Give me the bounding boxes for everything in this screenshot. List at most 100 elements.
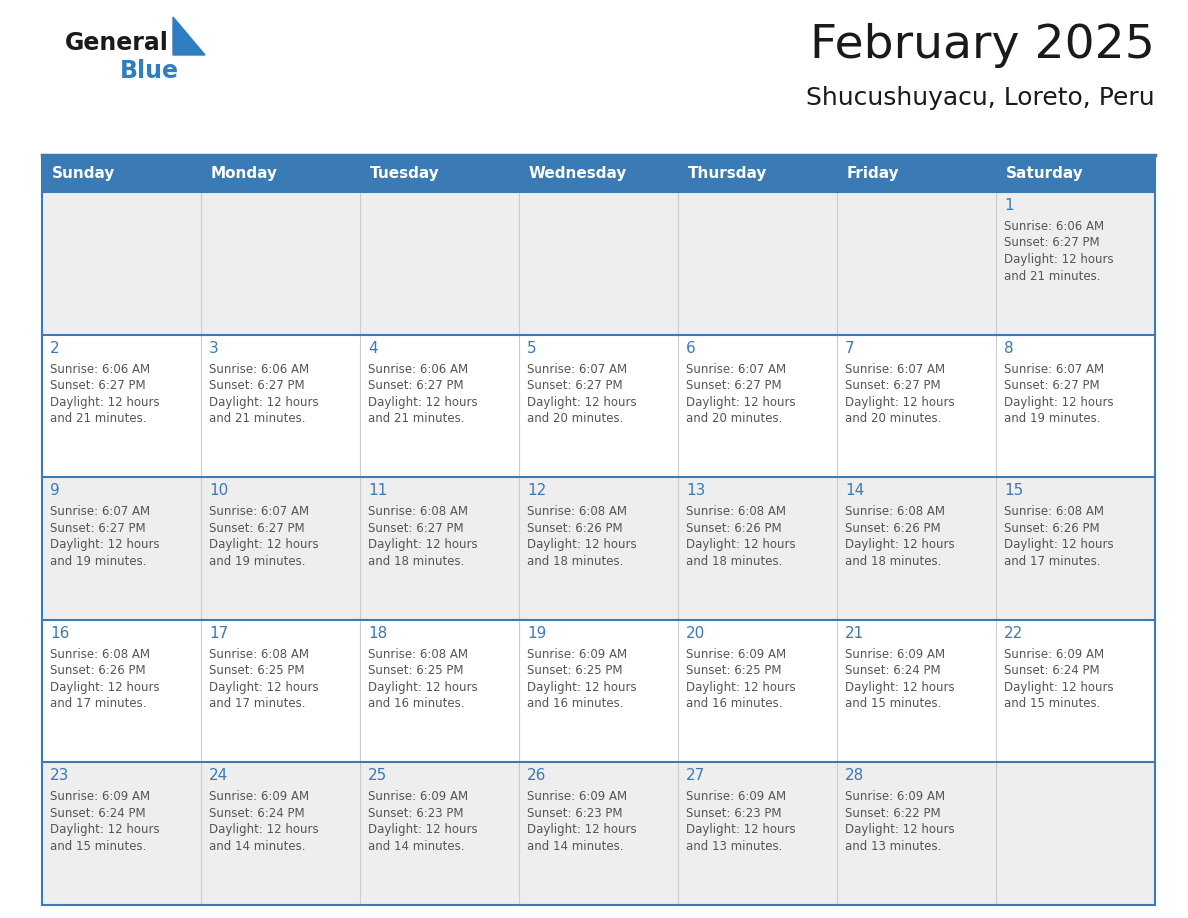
Text: and 21 minutes.: and 21 minutes. <box>50 412 146 425</box>
Text: and 17 minutes.: and 17 minutes. <box>1004 554 1100 567</box>
Text: and 19 minutes.: and 19 minutes. <box>209 554 305 567</box>
Text: Daylight: 12 hours: Daylight: 12 hours <box>685 396 796 409</box>
Text: 14: 14 <box>845 483 864 498</box>
Text: Sunset: 6:27 PM: Sunset: 6:27 PM <box>1004 237 1100 250</box>
Text: and 15 minutes.: and 15 minutes. <box>1004 698 1100 711</box>
Text: Sunrise: 6:06 AM: Sunrise: 6:06 AM <box>50 363 150 375</box>
Text: Shucushuyacu, Loreto, Peru: Shucushuyacu, Loreto, Peru <box>807 86 1155 110</box>
Text: and 18 minutes.: and 18 minutes. <box>685 554 783 567</box>
Text: 18: 18 <box>368 626 387 641</box>
Text: and 16 minutes.: and 16 minutes. <box>527 698 624 711</box>
Text: Sunset: 6:26 PM: Sunset: 6:26 PM <box>1004 521 1100 534</box>
Text: Sunset: 6:23 PM: Sunset: 6:23 PM <box>685 807 782 820</box>
Text: and 14 minutes.: and 14 minutes. <box>209 840 305 853</box>
Bar <box>42 763 1155 905</box>
Text: Daylight: 12 hours: Daylight: 12 hours <box>368 396 478 409</box>
Text: Daylight: 12 hours: Daylight: 12 hours <box>845 823 955 836</box>
Text: Tuesday: Tuesday <box>369 166 440 181</box>
Text: Friday: Friday <box>847 166 899 181</box>
Text: and 20 minutes.: and 20 minutes. <box>685 412 783 425</box>
Text: Sunrise: 6:08 AM: Sunrise: 6:08 AM <box>368 648 468 661</box>
Text: Sunrise: 6:09 AM: Sunrise: 6:09 AM <box>685 790 786 803</box>
Text: Daylight: 12 hours: Daylight: 12 hours <box>527 538 637 551</box>
Text: and 15 minutes.: and 15 minutes. <box>50 840 146 853</box>
Text: Sunrise: 6:09 AM: Sunrise: 6:09 AM <box>209 790 309 803</box>
Text: Sunset: 6:27 PM: Sunset: 6:27 PM <box>685 379 782 392</box>
Text: 23: 23 <box>50 768 69 783</box>
Text: Sunset: 6:24 PM: Sunset: 6:24 PM <box>1004 665 1100 677</box>
Text: Sunrise: 6:09 AM: Sunrise: 6:09 AM <box>368 790 468 803</box>
Text: Sunset: 6:27 PM: Sunset: 6:27 PM <box>209 521 304 534</box>
Text: and 18 minutes.: and 18 minutes. <box>368 554 465 567</box>
Text: 15: 15 <box>1004 483 1023 498</box>
Text: Sunset: 6:27 PM: Sunset: 6:27 PM <box>50 521 146 534</box>
Text: Blue: Blue <box>120 59 179 83</box>
Text: General: General <box>65 31 169 55</box>
Text: and 13 minutes.: and 13 minutes. <box>685 840 783 853</box>
Text: Sunset: 6:24 PM: Sunset: 6:24 PM <box>50 807 146 820</box>
Text: 25: 25 <box>368 768 387 783</box>
Text: Daylight: 12 hours: Daylight: 12 hours <box>368 823 478 836</box>
Text: 7: 7 <box>845 341 854 355</box>
Polygon shape <box>173 17 206 55</box>
Text: Daylight: 12 hours: Daylight: 12 hours <box>1004 681 1113 694</box>
Text: and 14 minutes.: and 14 minutes. <box>368 840 465 853</box>
Text: Sunset: 6:27 PM: Sunset: 6:27 PM <box>209 379 304 392</box>
Text: 21: 21 <box>845 626 864 641</box>
Text: Daylight: 12 hours: Daylight: 12 hours <box>527 396 637 409</box>
Text: and 13 minutes.: and 13 minutes. <box>845 840 941 853</box>
Text: Sunset: 6:27 PM: Sunset: 6:27 PM <box>50 379 146 392</box>
Text: Sunrise: 6:08 AM: Sunrise: 6:08 AM <box>845 505 944 518</box>
Text: Sunrise: 6:07 AM: Sunrise: 6:07 AM <box>209 505 309 518</box>
Text: 24: 24 <box>209 768 228 783</box>
Text: Daylight: 12 hours: Daylight: 12 hours <box>1004 253 1113 266</box>
Text: 4: 4 <box>368 341 378 355</box>
Text: 11: 11 <box>368 483 387 498</box>
Text: 3: 3 <box>209 341 219 355</box>
Text: 1: 1 <box>1004 198 1013 213</box>
Text: and 19 minutes.: and 19 minutes. <box>1004 412 1100 425</box>
Text: Sunrise: 6:09 AM: Sunrise: 6:09 AM <box>527 648 627 661</box>
Text: Daylight: 12 hours: Daylight: 12 hours <box>685 681 796 694</box>
Text: Daylight: 12 hours: Daylight: 12 hours <box>50 538 159 551</box>
Text: Sunrise: 6:08 AM: Sunrise: 6:08 AM <box>209 648 309 661</box>
Text: Sunset: 6:25 PM: Sunset: 6:25 PM <box>685 665 782 677</box>
Text: and 18 minutes.: and 18 minutes. <box>527 554 624 567</box>
Text: Monday: Monday <box>211 166 278 181</box>
Text: Thursday: Thursday <box>688 166 767 181</box>
Text: Daylight: 12 hours: Daylight: 12 hours <box>845 538 955 551</box>
Text: Daylight: 12 hours: Daylight: 12 hours <box>1004 538 1113 551</box>
Text: Daylight: 12 hours: Daylight: 12 hours <box>845 681 955 694</box>
Bar <box>42 477 1155 620</box>
Text: Daylight: 12 hours: Daylight: 12 hours <box>209 681 318 694</box>
Text: and 21 minutes.: and 21 minutes. <box>209 412 305 425</box>
Text: Daylight: 12 hours: Daylight: 12 hours <box>50 396 159 409</box>
Text: Sunrise: 6:07 AM: Sunrise: 6:07 AM <box>527 363 627 375</box>
Text: 19: 19 <box>527 626 546 641</box>
Text: Sunrise: 6:07 AM: Sunrise: 6:07 AM <box>50 505 150 518</box>
Text: Sunset: 6:22 PM: Sunset: 6:22 PM <box>845 807 941 820</box>
Text: Sunrise: 6:06 AM: Sunrise: 6:06 AM <box>1004 220 1104 233</box>
Text: Daylight: 12 hours: Daylight: 12 hours <box>685 823 796 836</box>
Text: and 19 minutes.: and 19 minutes. <box>50 554 146 567</box>
Text: Daylight: 12 hours: Daylight: 12 hours <box>527 823 637 836</box>
Text: Sunrise: 6:07 AM: Sunrise: 6:07 AM <box>685 363 786 375</box>
Text: Sunrise: 6:09 AM: Sunrise: 6:09 AM <box>50 790 150 803</box>
Text: 27: 27 <box>685 768 706 783</box>
Text: Sunrise: 6:08 AM: Sunrise: 6:08 AM <box>50 648 150 661</box>
Text: Sunrise: 6:09 AM: Sunrise: 6:09 AM <box>527 790 627 803</box>
Text: Saturday: Saturday <box>1006 166 1083 181</box>
Text: Daylight: 12 hours: Daylight: 12 hours <box>1004 396 1113 409</box>
Text: Sunrise: 6:09 AM: Sunrise: 6:09 AM <box>685 648 786 661</box>
Text: Sunset: 6:26 PM: Sunset: 6:26 PM <box>50 665 146 677</box>
Text: Wednesday: Wednesday <box>529 166 627 181</box>
Text: Daylight: 12 hours: Daylight: 12 hours <box>368 538 478 551</box>
Text: Sunset: 6:25 PM: Sunset: 6:25 PM <box>368 665 463 677</box>
Text: Sunset: 6:24 PM: Sunset: 6:24 PM <box>845 665 941 677</box>
Text: Sunrise: 6:09 AM: Sunrise: 6:09 AM <box>845 790 946 803</box>
Text: Daylight: 12 hours: Daylight: 12 hours <box>209 396 318 409</box>
Text: Sunrise: 6:08 AM: Sunrise: 6:08 AM <box>368 505 468 518</box>
Text: 17: 17 <box>209 626 228 641</box>
Text: and 17 minutes.: and 17 minutes. <box>209 698 305 711</box>
Text: 13: 13 <box>685 483 706 498</box>
